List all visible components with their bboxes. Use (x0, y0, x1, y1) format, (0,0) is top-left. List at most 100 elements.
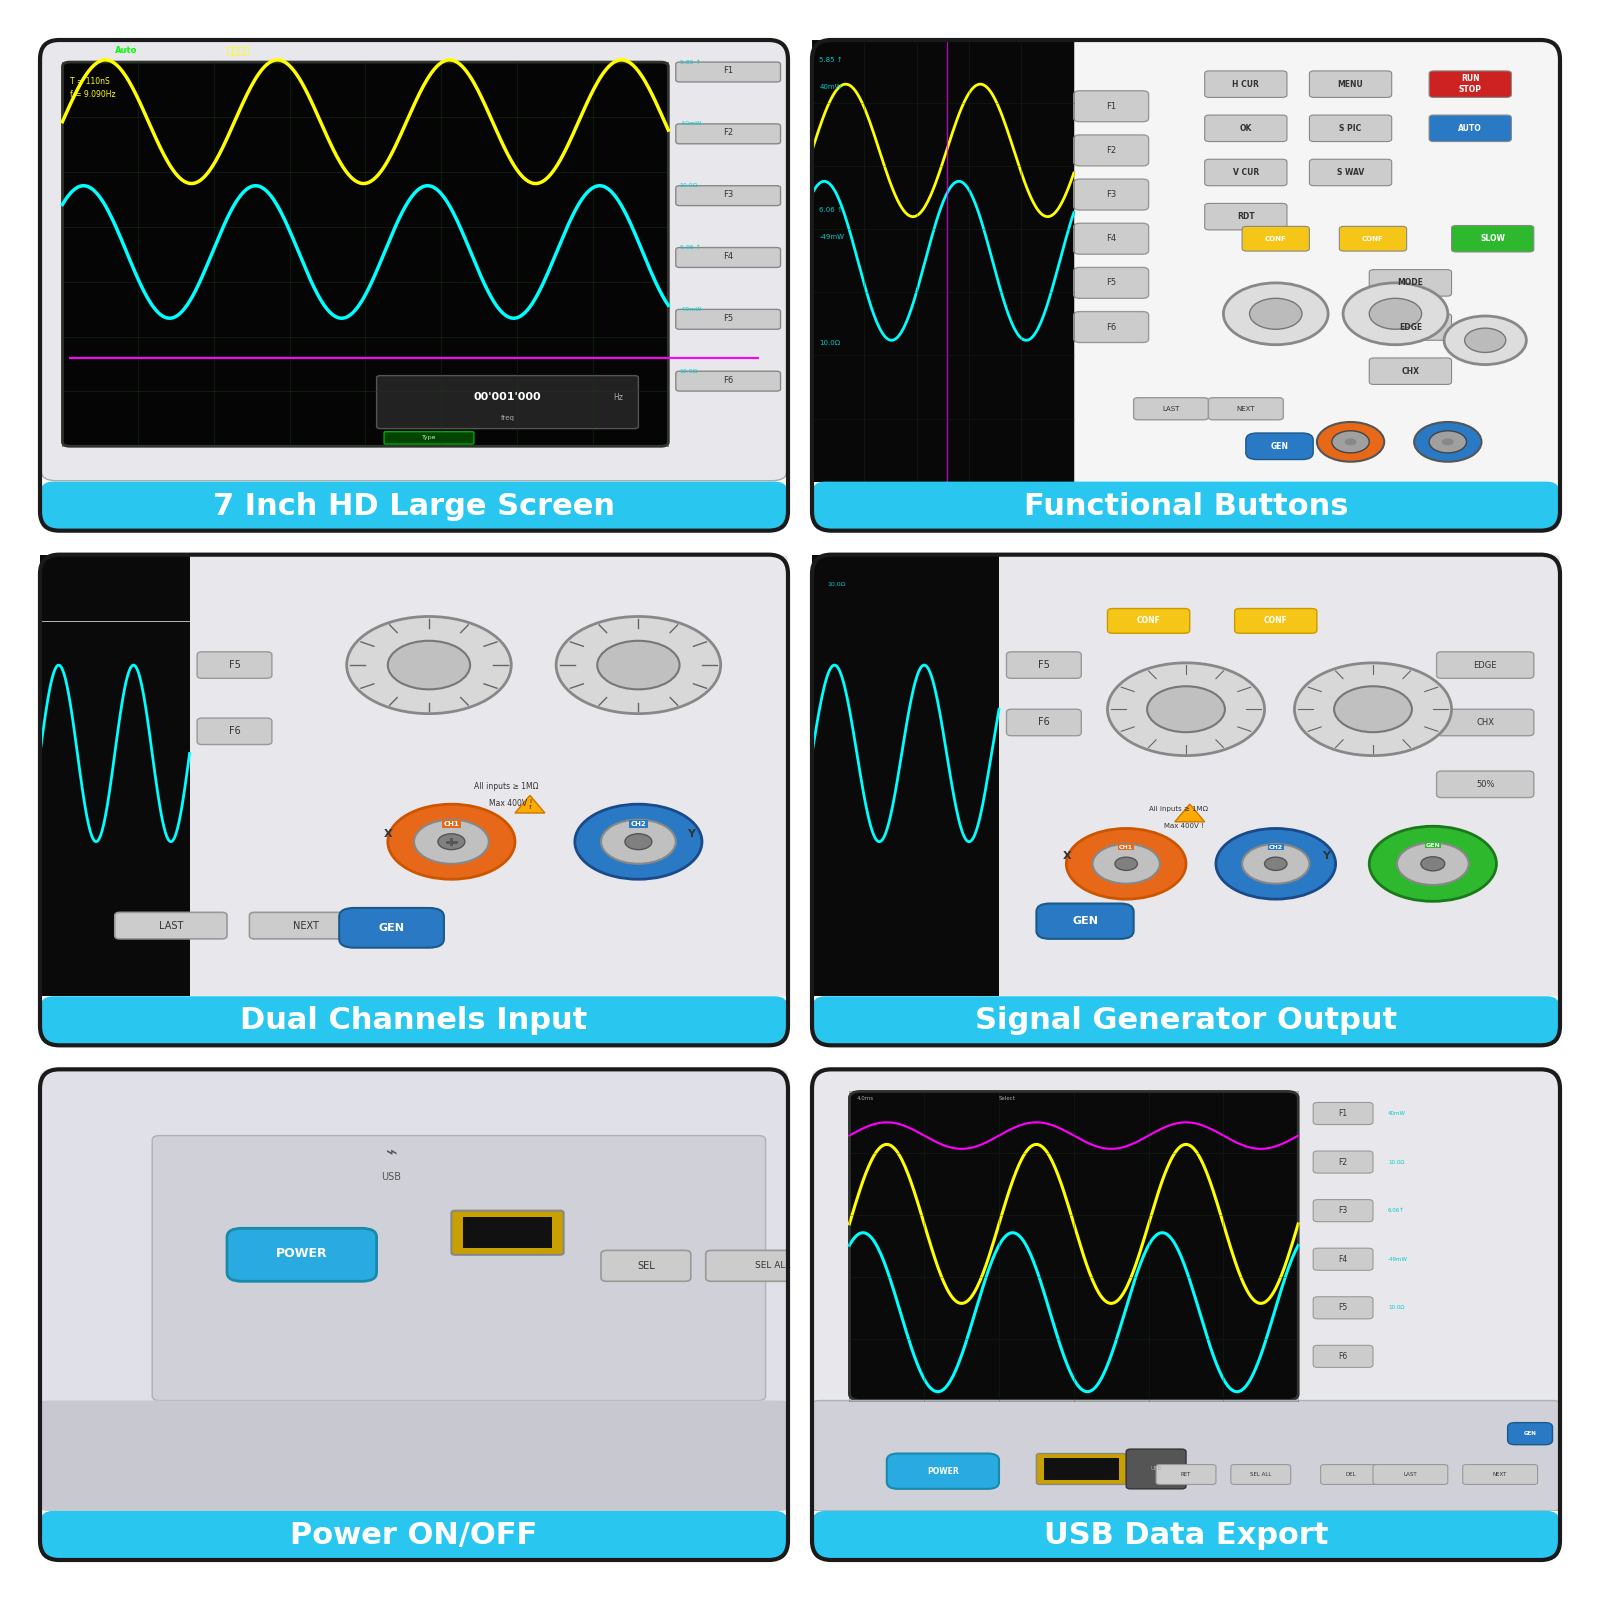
FancyBboxPatch shape (1370, 270, 1451, 296)
FancyBboxPatch shape (1074, 134, 1149, 166)
Text: CHX: CHX (1402, 366, 1419, 376)
FancyBboxPatch shape (1507, 1422, 1552, 1445)
Circle shape (1464, 328, 1506, 352)
Text: CONF: CONF (1136, 616, 1160, 626)
FancyBboxPatch shape (1309, 160, 1392, 186)
Text: SLOW: SLOW (1480, 234, 1506, 243)
FancyBboxPatch shape (1314, 1296, 1373, 1318)
Text: USB: USB (1150, 1467, 1162, 1472)
Text: 5.85 ↑: 5.85 ↑ (819, 58, 843, 62)
Text: 4.0ms: 4.0ms (858, 1096, 874, 1101)
Text: F5: F5 (1106, 278, 1117, 288)
FancyBboxPatch shape (675, 62, 781, 82)
FancyBboxPatch shape (811, 1400, 1560, 1510)
Circle shape (1445, 317, 1526, 365)
FancyBboxPatch shape (675, 371, 781, 390)
Text: CHX: CHX (1477, 718, 1494, 726)
Circle shape (557, 616, 720, 714)
FancyBboxPatch shape (1437, 709, 1534, 736)
Text: F6: F6 (229, 726, 240, 736)
Text: F5: F5 (1038, 661, 1050, 670)
Text: SEL ALL: SEL ALL (1250, 1472, 1272, 1477)
FancyBboxPatch shape (1230, 1464, 1291, 1485)
Circle shape (1147, 686, 1226, 733)
FancyBboxPatch shape (1037, 1453, 1126, 1485)
Circle shape (602, 819, 675, 864)
Circle shape (1317, 422, 1384, 462)
FancyBboxPatch shape (1339, 226, 1406, 251)
Circle shape (387, 640, 470, 690)
Text: !: ! (528, 805, 531, 810)
Text: F3: F3 (723, 190, 733, 198)
Text: CH1: CH1 (443, 821, 459, 827)
Circle shape (1342, 283, 1448, 344)
Text: EDGE: EDGE (1474, 661, 1498, 669)
FancyBboxPatch shape (42, 42, 787, 480)
FancyBboxPatch shape (1037, 904, 1134, 939)
Circle shape (1250, 298, 1302, 330)
Text: EDGE: EDGE (1398, 323, 1422, 331)
Text: GEN: GEN (1270, 442, 1288, 451)
FancyBboxPatch shape (1134, 398, 1208, 419)
FancyBboxPatch shape (1205, 160, 1286, 186)
FancyBboxPatch shape (811, 40, 1560, 482)
Text: F6: F6 (1339, 1352, 1347, 1362)
Circle shape (1107, 662, 1264, 755)
FancyBboxPatch shape (675, 248, 781, 267)
Text: LAST: LAST (1403, 1472, 1418, 1477)
Text: S PIC: S PIC (1339, 123, 1362, 133)
Text: CH1: CH1 (1118, 845, 1133, 850)
FancyBboxPatch shape (197, 718, 272, 744)
FancyBboxPatch shape (250, 912, 362, 939)
Text: Select: Select (998, 1096, 1016, 1101)
Text: 6.06↑: 6.06↑ (1387, 1208, 1405, 1213)
FancyBboxPatch shape (384, 432, 474, 445)
Text: T = 110nS: T = 110nS (70, 77, 110, 86)
Text: S WAV: S WAV (1338, 168, 1365, 178)
Text: F1: F1 (723, 67, 733, 75)
Text: RDT: RDT (1237, 213, 1254, 221)
Circle shape (626, 834, 651, 850)
FancyBboxPatch shape (40, 1069, 787, 1510)
Text: Power ON/OFF: Power ON/OFF (290, 1522, 538, 1550)
Text: -49mW: -49mW (1387, 1256, 1408, 1262)
Text: F4: F4 (1106, 234, 1117, 243)
FancyBboxPatch shape (1205, 70, 1286, 98)
FancyBboxPatch shape (1107, 608, 1190, 634)
Circle shape (438, 834, 466, 850)
Text: F2: F2 (1106, 146, 1117, 155)
Text: F5: F5 (723, 314, 733, 323)
Text: All inputs ≥ 1MΩ: All inputs ≥ 1MΩ (474, 782, 538, 790)
Text: 10.0Ω: 10.0Ω (827, 581, 845, 587)
Circle shape (1344, 438, 1357, 445)
Text: Type: Type (422, 435, 437, 440)
Text: GEN: GEN (1426, 843, 1440, 848)
Text: F3: F3 (1106, 190, 1117, 198)
FancyBboxPatch shape (1314, 1346, 1373, 1368)
Text: GEN: GEN (379, 923, 405, 933)
Text: GEN: GEN (1523, 1430, 1536, 1437)
FancyBboxPatch shape (451, 1211, 563, 1254)
Circle shape (347, 616, 512, 714)
FancyBboxPatch shape (675, 123, 781, 144)
Circle shape (1115, 858, 1138, 870)
Text: X: X (384, 829, 392, 840)
FancyBboxPatch shape (339, 907, 443, 947)
Text: POWER: POWER (275, 1248, 328, 1261)
Circle shape (1397, 843, 1469, 885)
FancyBboxPatch shape (152, 1136, 765, 1400)
FancyBboxPatch shape (675, 309, 781, 330)
Text: Max 400V !: Max 400V ! (490, 800, 533, 808)
Circle shape (1429, 430, 1467, 453)
Text: F6: F6 (1106, 323, 1117, 331)
Text: Signal Generator Output: Signal Generator Output (974, 1006, 1397, 1035)
Text: F2: F2 (1339, 1157, 1347, 1166)
FancyBboxPatch shape (462, 1218, 552, 1248)
Text: SEL: SEL (637, 1261, 654, 1270)
Circle shape (1414, 422, 1482, 462)
FancyBboxPatch shape (1205, 203, 1286, 230)
Circle shape (1242, 843, 1309, 883)
FancyBboxPatch shape (1074, 224, 1149, 254)
Polygon shape (1174, 805, 1205, 822)
Text: CONF: CONF (1266, 235, 1286, 242)
